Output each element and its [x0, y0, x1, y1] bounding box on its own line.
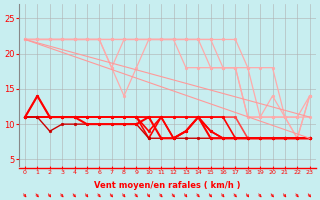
X-axis label: Vent moyen/en rafales ( km/h ): Vent moyen/en rafales ( km/h ) — [94, 181, 241, 190]
